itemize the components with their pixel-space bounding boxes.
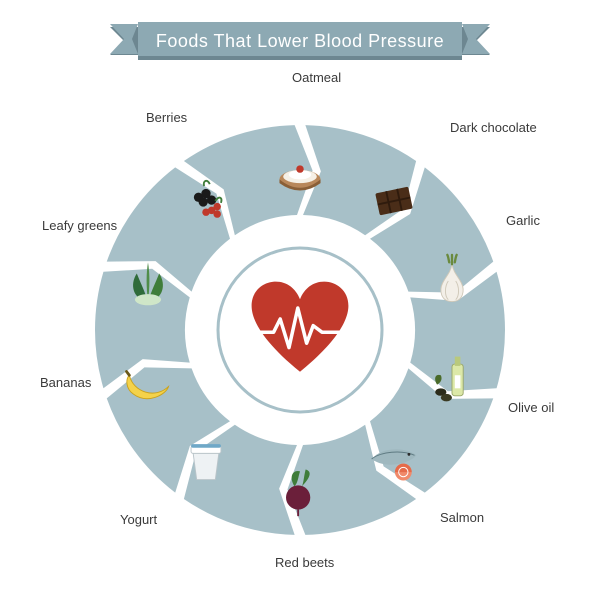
food-label: Garlic [506,213,540,228]
title-text: Foods That Lower Blood Pressure [156,31,444,52]
food-label: Dark chocolate [450,120,537,135]
food-label: Yogurt [120,512,157,527]
food-label: Red beets [275,555,334,570]
greens-icon [120,253,176,309]
yogurt-icon [178,431,234,487]
food-label: Salmon [440,510,484,525]
oliveoil-icon [424,351,480,407]
food-ring [90,120,510,540]
oatmeal-icon [272,142,328,198]
chocolate-icon [366,173,422,229]
food-label: Leafy greens [42,218,117,233]
salmon-icon [366,431,422,487]
beets-icon [272,462,328,518]
banana-icon [120,351,176,407]
food-label: Olive oil [508,400,554,415]
food-label: Berries [146,110,187,125]
heart-icon [245,275,355,385]
berries-icon [178,173,234,229]
title-banner: Foods That Lower Blood Pressure [110,22,490,60]
food-label: Oatmeal [292,70,341,85]
food-label: Bananas [40,375,91,390]
garlic-icon [424,253,480,309]
